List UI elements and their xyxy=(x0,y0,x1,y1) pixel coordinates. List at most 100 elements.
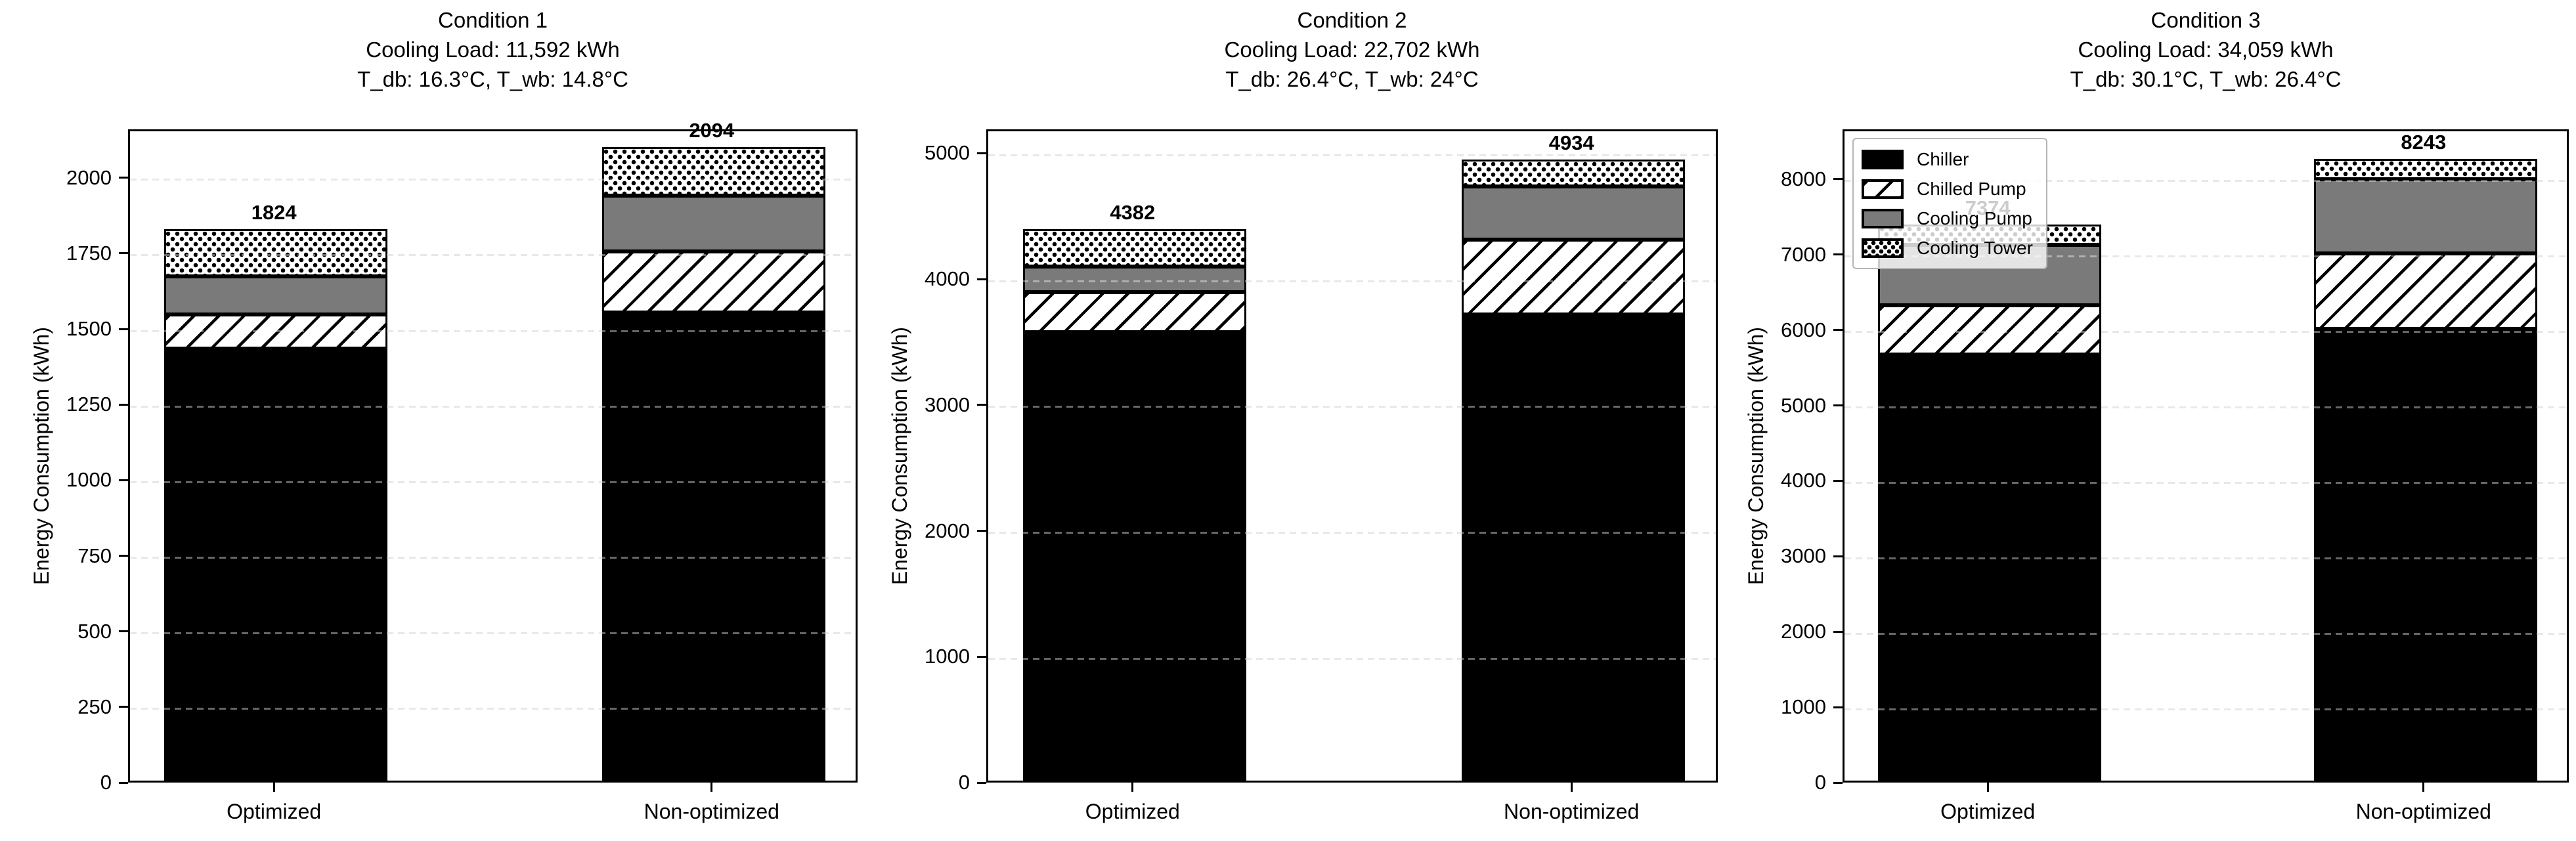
gridline xyxy=(988,154,1716,156)
segment-chilled-pump xyxy=(601,251,825,313)
gridline xyxy=(130,254,856,257)
segment-chiller xyxy=(601,313,825,781)
y-tick-label: 1250 xyxy=(66,393,112,416)
plot-area xyxy=(128,129,858,783)
y-axis-tick xyxy=(119,328,128,330)
bar-non-optimized xyxy=(1462,160,1686,781)
gridline xyxy=(988,657,1716,660)
gridline-overlay xyxy=(130,557,856,559)
legend-entry: Cooling Pump xyxy=(1862,204,2033,233)
y-axis-tick xyxy=(119,403,128,406)
gridline-overlay xyxy=(1845,180,2567,183)
gridline xyxy=(130,481,856,483)
y-tick-label: 0 xyxy=(1814,771,1826,794)
y-tick-label: 5000 xyxy=(925,141,970,165)
y-axis-tick xyxy=(1833,706,1843,708)
y-tick-label: 1000 xyxy=(66,468,112,492)
segment-cooling-tower xyxy=(1022,228,1246,267)
x-tick-label: Non-optimized xyxy=(2355,800,2491,823)
gridline-overlay xyxy=(130,179,856,181)
y-tick-label: 750 xyxy=(77,544,112,567)
legend-entry: Chilled Pump xyxy=(1862,174,2033,204)
bar-total-label: 4382 xyxy=(1110,200,1156,224)
segment-cooling-tower xyxy=(164,228,388,277)
plot-area: Chiller Chilled Pump Cooling Pump Cooling T… xyxy=(1843,129,2569,783)
y-tick-label: 0 xyxy=(958,771,970,794)
y-tick-label: 2000 xyxy=(66,165,112,189)
gridline-overlay xyxy=(130,254,856,257)
gridline xyxy=(988,280,1716,282)
segment-cooling-pump xyxy=(1022,267,1246,292)
segment-chiller xyxy=(1462,314,1686,781)
y-axis-tick xyxy=(1833,329,1843,332)
y-tick-label: 2000 xyxy=(1781,620,1826,643)
y-tick-label: 250 xyxy=(77,695,112,718)
y-tick-label: 500 xyxy=(77,619,112,643)
y-tick-label: 3000 xyxy=(925,393,970,416)
bar-total-label: 2094 xyxy=(689,119,735,142)
x-axis-tick xyxy=(710,783,713,792)
gridline-overlay xyxy=(130,330,856,332)
segment-cooling-pump xyxy=(601,195,825,251)
gridline xyxy=(1845,708,2567,710)
gridline xyxy=(130,557,856,559)
gridline xyxy=(1845,406,2567,409)
legend: Chiller Chilled Pump Cooling Pump Cooling T… xyxy=(1852,138,2047,269)
x-tick-label: Optimized xyxy=(227,800,322,823)
y-axis-tick xyxy=(119,177,128,179)
y-axis-tick xyxy=(1833,178,1843,181)
y-tick-label: 7000 xyxy=(1781,242,1826,266)
legend-entry-label: Chiller xyxy=(1917,148,1969,169)
gridline xyxy=(130,179,856,181)
gridline-overlay xyxy=(988,280,1716,282)
y-axis-tick xyxy=(119,630,128,633)
gridline-overlay xyxy=(1845,708,2567,710)
gridline xyxy=(1845,180,2567,183)
y-axis-tick xyxy=(119,706,128,708)
y-tick-label: 1750 xyxy=(66,241,112,265)
y-axis-tick xyxy=(977,404,986,406)
legend-swatch-chiller-icon xyxy=(1862,149,1904,169)
gridline xyxy=(130,708,856,710)
bar-optimized xyxy=(164,228,388,781)
segment-cooling-tower xyxy=(1462,160,1686,186)
x-tick-label: Optimized xyxy=(1085,800,1180,823)
y-axis-tick xyxy=(977,655,986,658)
y-axis-tick xyxy=(977,152,986,154)
gridline-overlay xyxy=(1845,255,2567,258)
x-axis-tick xyxy=(1986,783,1989,792)
y-axis-tick xyxy=(1833,404,1843,407)
gridline-overlay xyxy=(130,708,856,710)
y-tick-label: 1000 xyxy=(1781,695,1826,719)
y-axis-tick xyxy=(1833,555,1843,557)
segment-chilled-pump xyxy=(164,314,388,349)
gridline-overlay xyxy=(130,632,856,635)
segment-cooling-pump xyxy=(2313,179,2537,254)
y-tick-label: 3000 xyxy=(1781,544,1826,568)
x-tick-label: Non-optimized xyxy=(644,800,779,823)
segment-cooling-pump xyxy=(164,276,388,314)
y-axis-tick xyxy=(119,781,128,784)
subplot-title: Condition 2 Cooling Load: 22,702 kWh T_d… xyxy=(1224,8,1480,91)
bar-optimized xyxy=(1878,224,2102,781)
y-tick-label: 1500 xyxy=(66,317,112,341)
y-axis-label: Energy Consumption (kWh) xyxy=(1744,326,1768,586)
gridline xyxy=(130,405,856,408)
y-axis-tick xyxy=(1833,781,1843,784)
legend-entry: Chiller xyxy=(1862,144,2033,174)
gridline-overlay xyxy=(988,532,1716,534)
gridline xyxy=(1845,557,2567,559)
y-axis-tick xyxy=(977,781,986,784)
bar-non-optimized xyxy=(2313,158,2537,781)
gridline xyxy=(130,330,856,332)
segment-chiller xyxy=(2313,329,2537,781)
legend-entry-label: Cooling Pump xyxy=(1917,207,2032,228)
y-axis-tick xyxy=(977,530,986,532)
bar-total-label: 1824 xyxy=(251,200,297,224)
y-axis-tick xyxy=(1833,253,1843,256)
segment-chiller xyxy=(1878,355,2102,781)
gridline-overlay xyxy=(1845,632,2567,635)
